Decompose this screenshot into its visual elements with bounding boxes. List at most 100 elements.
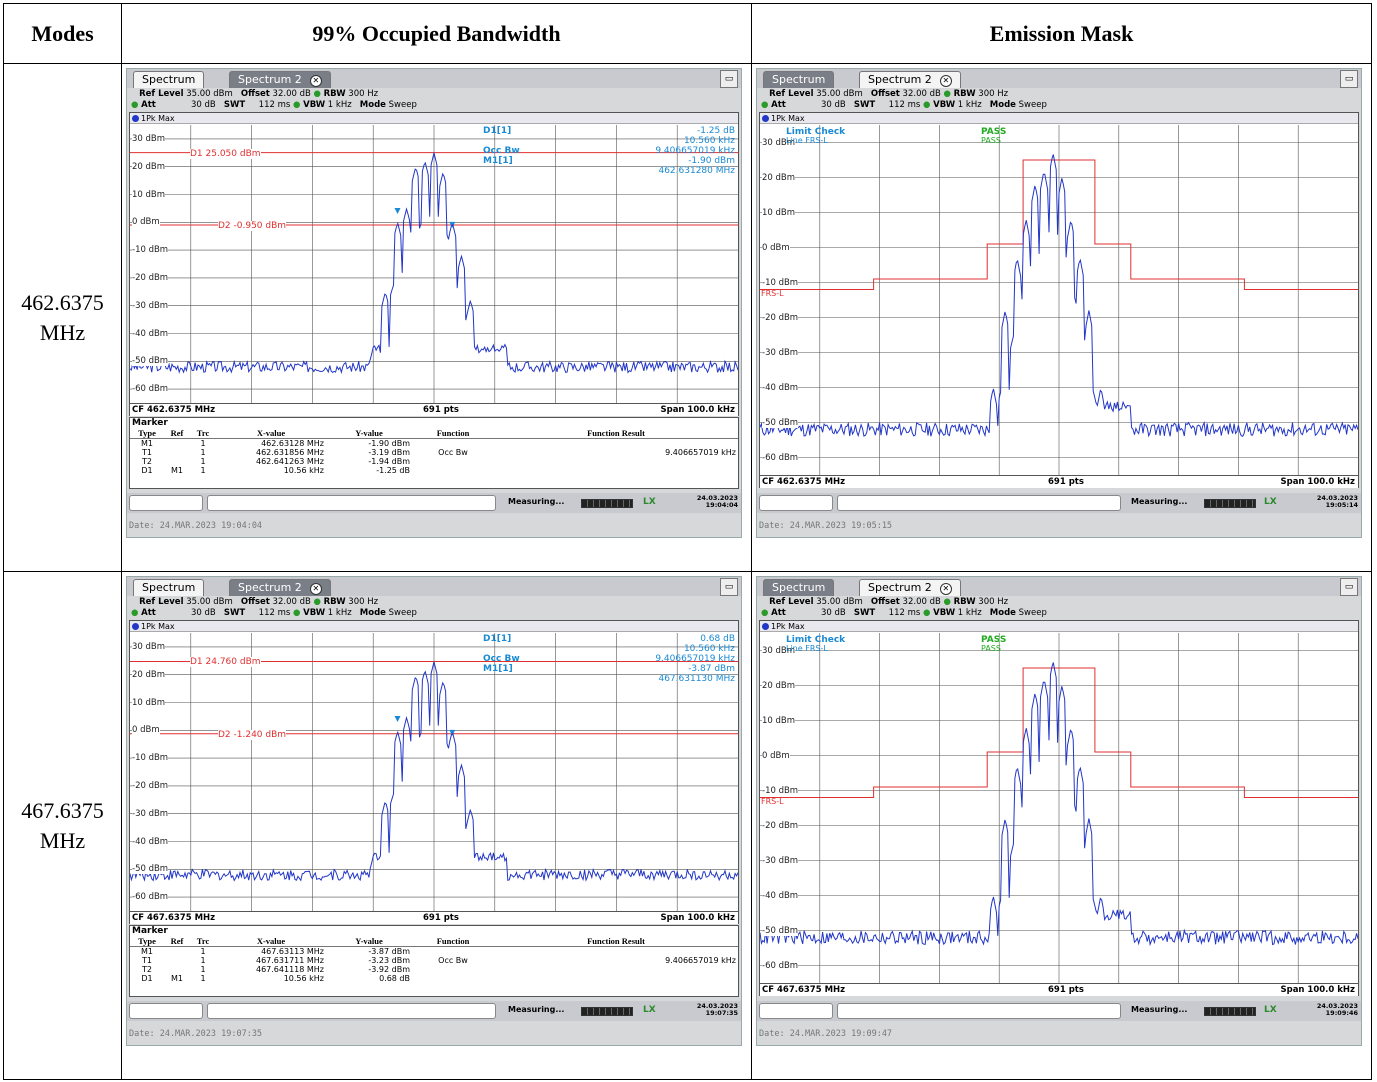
marker-table: Marker Type Ref Trc X-value Y-value Function Fu… — [129, 417, 739, 489]
close-tab-icon[interactable]: ✕ — [939, 75, 952, 87]
obw-cell-2: Spectrum Spectrum 2 ✕ ▭ Ref Level 35.00 dBm… — [121, 571, 752, 1080]
marker-column-header: Ref — [164, 937, 190, 947]
ref-level-value: 35.00 dBm — [186, 597, 233, 607]
window-control-icon[interactable]: ▭ — [1340, 70, 1358, 88]
timestamp-time: 19:07:35 — [705, 1009, 738, 1017]
marker-row: T1 1 462.631856 MHz -3.19 dBm Occ Bw 9.406657… — [130, 448, 738, 457]
tab-spectrum-2[interactable]: Spectrum 2 ✕ — [229, 71, 331, 88]
vbw-label: VBW — [933, 607, 956, 618]
tab-spectrum-2[interactable]: Spectrum 2 ✕ — [229, 579, 331, 596]
marker-column-header: Trc — [190, 937, 216, 947]
marker-t2-flag-icon — [449, 729, 456, 736]
marker-d1-label: D1[1] — [483, 634, 512, 644]
tab-spectrum[interactable]: Spectrum — [763, 579, 835, 596]
d2-line-label: D2 -1.240 dBm — [218, 729, 287, 740]
obw-cell-1: Spectrum Spectrum 2 ✕ ▭ Ref Level 35.00 dBm… — [121, 63, 752, 572]
capture-date: Date: 24.MAR.2023 19:07:35 — [129, 1029, 263, 1039]
tab-spectrum-2[interactable]: Spectrum 2 ✕ — [859, 579, 961, 596]
marker-table: Marker Type Ref Trc X-value Y-value Function Fu… — [129, 925, 739, 997]
coupling-dot-icon: ● — [761, 99, 772, 110]
analyzer-screenshot: Spectrum Spectrum 2 ✕ ▭ Ref Level 35.00 dBm… — [126, 68, 742, 538]
marker-cell: 1 — [200, 448, 206, 457]
status-bar: Measuring... LX 24.03.2023 19:05:14 — [757, 493, 1361, 513]
tab-spectrum[interactable]: Spectrum — [763, 71, 835, 88]
obw-header: 99% Occupied Bandwidth — [121, 3, 752, 64]
mode-row-2: 467.6375 MHz Spectrum Spectrum 2 ✕ ▭ Ref Lev… — [3, 571, 1372, 1080]
y-axis-tick-label: 10 dBm — [132, 697, 166, 708]
close-tab-icon[interactable]: ✕ — [309, 75, 322, 87]
window-control-icon[interactable]: ▭ — [1340, 578, 1358, 596]
capture-date: Date: 24.MAR.2023 19:05:15 — [759, 521, 893, 531]
ref-level-label: Ref Level — [139, 89, 184, 99]
offset-value: 32.00 dB — [272, 597, 311, 607]
marker-cell — [412, 974, 494, 983]
coupling-dot-icon: ● — [761, 607, 772, 618]
tab-spectrum-label: Spectrum — [772, 73, 826, 86]
measuring-label: Measuring... — [1131, 497, 1188, 506]
marker-cell: -1.90 dBm — [368, 439, 410, 448]
trace-label: 1Pk Max — [760, 621, 1358, 632]
status-bar: Measuring... LX 24.03.2023 19:04:04 — [127, 493, 741, 513]
close-tab-icon[interactable]: ✕ — [309, 583, 322, 595]
marker-m1-value-1: -1.90 dBm — [688, 156, 735, 166]
marker-m1-value-2: 462.631280 MHz — [658, 166, 735, 176]
marker-cell — [494, 974, 738, 983]
marker-row: T2 1 462.641263 MHz -1.94 dBm — [130, 457, 738, 466]
occ-bw-value: 9.406657019 kHz — [655, 654, 735, 664]
y-axis-tick-label: 20 dBm — [132, 161, 166, 172]
settings-line-1: Ref Level 35.00 dBm Offset 32.00 dB ● RB… — [761, 89, 1361, 100]
rbw-label: RBW — [953, 89, 976, 99]
plot-footer: CF 462.6375 MHz 691 pts Span 100.0 kHz — [130, 403, 738, 416]
marker-column-header: X-value — [216, 429, 326, 439]
settings-line-2: ● Att 30 dB SWT 112 ms ● VBW 1 kHz Mode … — [761, 608, 1361, 619]
y-axis-tick-label: -50 dBm — [762, 417, 799, 428]
lxi-icon: LX — [1264, 497, 1277, 507]
y-axis-tick-label: 0 dBm — [132, 217, 160, 228]
marker-column-header: Trc — [190, 429, 216, 439]
capture-date: Date: 24.MAR.2023 19:09:47 — [759, 1029, 893, 1039]
att-value: 30 dB — [820, 99, 846, 110]
header-row: Modes 99% Occupied Bandwidth Emission Ma… — [3, 3, 1372, 64]
marker-cell: D1 — [141, 466, 153, 475]
marker-column-header: Ref — [164, 429, 190, 439]
rbw-label: RBW — [953, 597, 976, 607]
marker-column-header: Y-value — [326, 429, 412, 439]
d1-line-label: D1 25.050 dBm — [190, 148, 261, 159]
window-control-icon[interactable]: ▭ — [720, 70, 738, 88]
swt-value: 112 ms — [258, 99, 291, 110]
marker-cell: -1.25 dB — [376, 466, 410, 475]
att-value: 30 dB — [190, 607, 216, 618]
y-axis-tick-label: -50 dBm — [762, 925, 799, 936]
tab-spectrum-2[interactable]: Spectrum 2 ✕ — [859, 71, 961, 88]
tab-spectrum-2-label: Spectrum 2 — [868, 581, 932, 594]
coupling-dot-icon: ● — [923, 607, 934, 618]
status-field-2 — [837, 1003, 1121, 1019]
marker-d1-value-1: -1.25 dB — [696, 126, 735, 136]
settings-line-1: Ref Level 35.00 dBm Offset 32.00 dB ● RB… — [131, 597, 741, 608]
window-control-icon[interactable]: ▭ — [720, 578, 738, 596]
timestamp-date: 24.03.2023 — [1316, 494, 1358, 502]
tab-spectrum[interactable]: Spectrum — [133, 71, 205, 88]
tab-spectrum[interactable]: Spectrum — [133, 579, 205, 596]
d2-line-label: D2 -0.950 dBm — [218, 220, 287, 231]
sweep-points: 691 pts — [423, 913, 459, 923]
timestamp-date: 24.03.2023 — [696, 494, 738, 502]
spectrum-plot — [760, 125, 1358, 475]
ref-level-value: 35.00 dBm — [816, 89, 863, 99]
y-axis-tick-label: -20 dBm — [762, 820, 799, 831]
plot-footer: CF 462.6375 MHz 691 pts Span 100.0 kHz — [760, 475, 1358, 488]
marker-row: D1 M1 1 10.56 kHz 0.68 dB — [130, 974, 738, 983]
mode-row-1: 462.6375 MHz Spectrum Spectrum 2 ✕ ▭ Ref Lev… — [3, 63, 1372, 572]
limit-line-label: Line FRS-L — [786, 136, 828, 145]
coupling-dot-icon: ● — [131, 607, 142, 618]
marker-column-header: Function Result — [494, 937, 738, 947]
marker-column-header: Y-value — [326, 937, 412, 947]
close-tab-icon[interactable]: ✕ — [939, 583, 952, 595]
marker-table-title: Marker — [132, 926, 168, 936]
mode-frequency: 467.6375 — [21, 797, 104, 823]
progress-bar — [1204, 499, 1256, 508]
timestamp: 24.03.2023 19:04:04 — [697, 495, 738, 509]
trace-label-text: 1Pk Max — [141, 622, 175, 631]
y-axis-tick-label: 30 dBm — [762, 137, 796, 148]
marker-cell: 9.406657019 kHz — [665, 956, 736, 965]
